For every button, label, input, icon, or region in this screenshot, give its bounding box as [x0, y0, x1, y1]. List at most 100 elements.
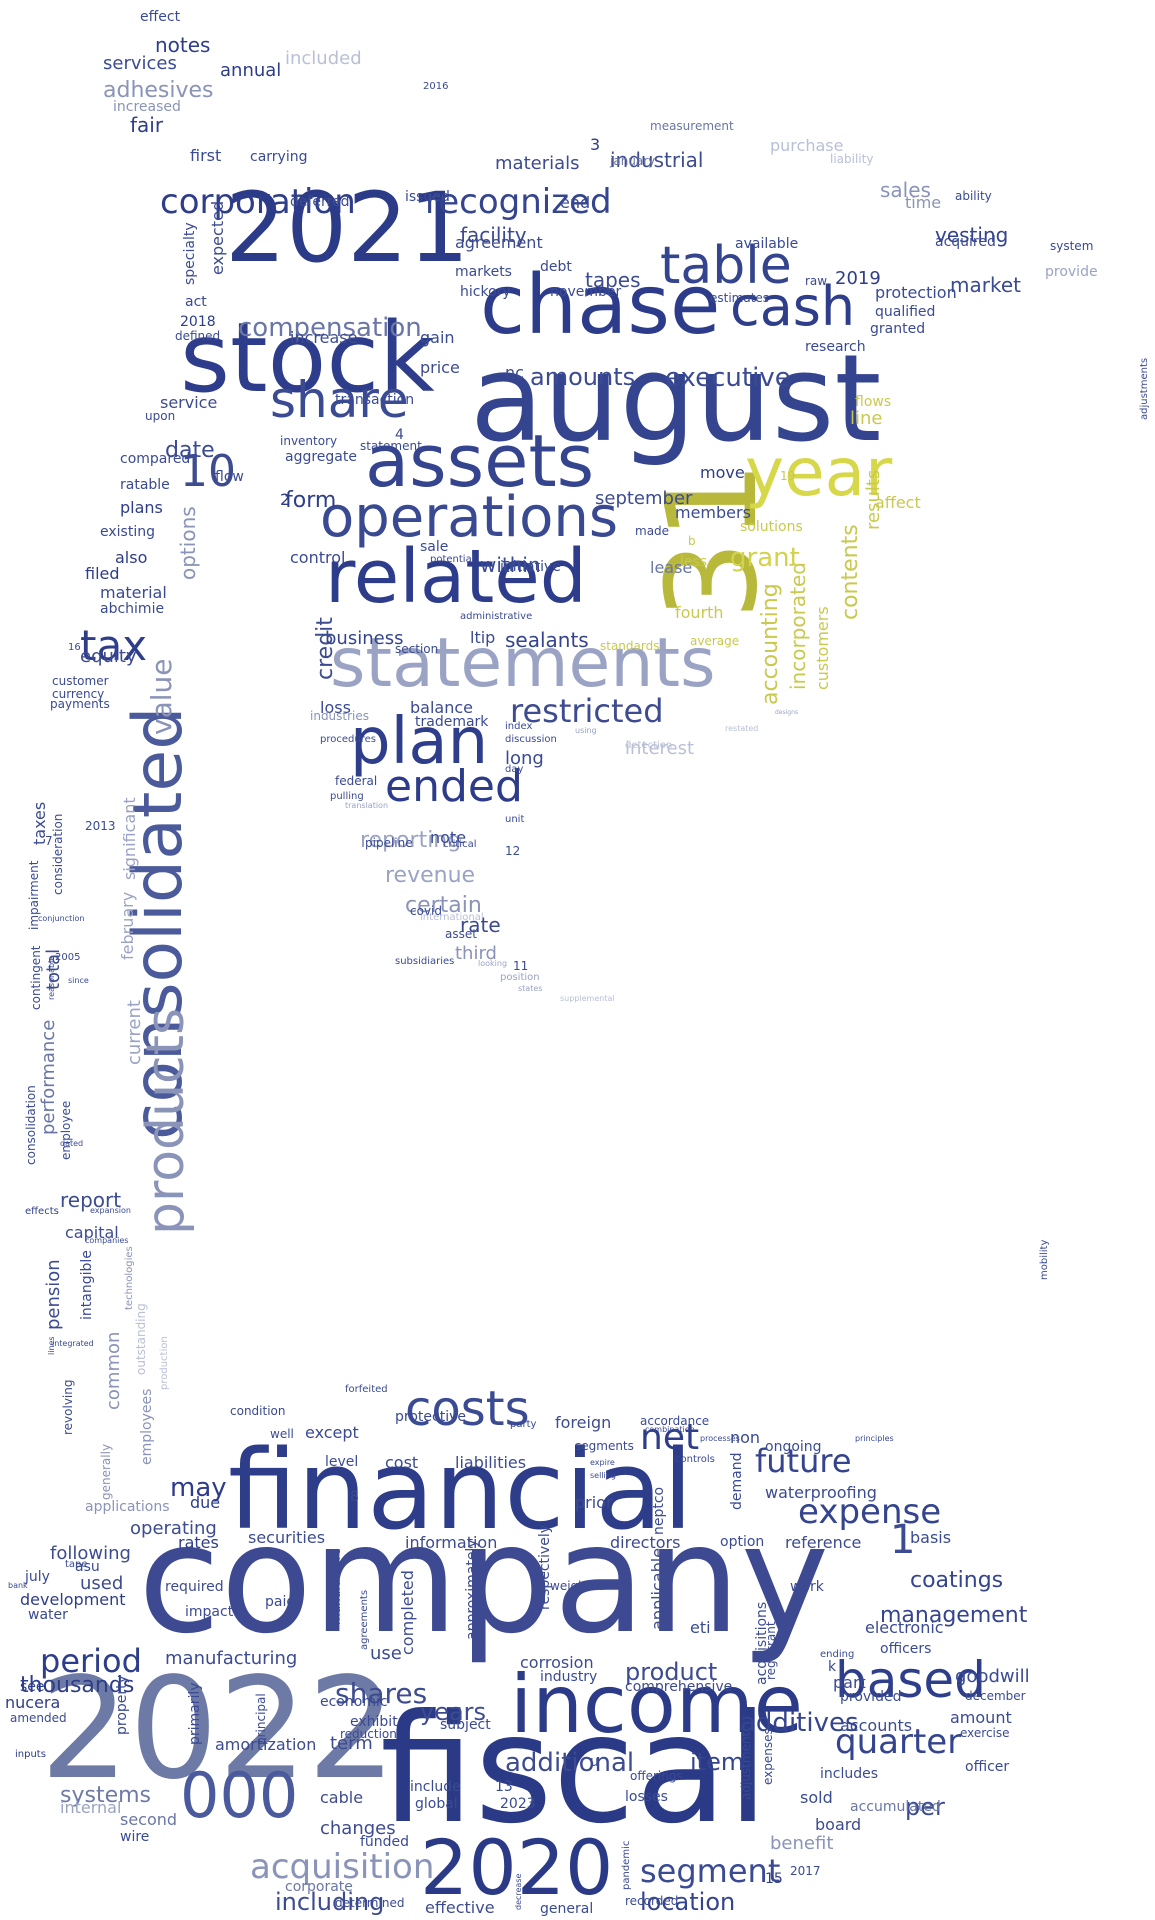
word-b: b	[688, 534, 696, 548]
word-form: form	[285, 488, 337, 513]
word-condition: condition	[230, 1404, 286, 1418]
word-7: 7	[45, 834, 53, 848]
word-asset: asset	[445, 927, 477, 941]
word-consideration: consideration	[51, 813, 65, 895]
word-corporation: corporation	[160, 182, 356, 222]
word-looking: looking	[478, 959, 508, 968]
word-flows: flows	[855, 394, 892, 410]
word-cost: cost	[385, 1453, 419, 1472]
word-transaction: transaction	[335, 392, 415, 408]
word-shares: shares	[335, 1677, 428, 1710]
word-u: u	[590, 1754, 599, 1770]
word-adjustment: adjustment	[739, 1731, 753, 1800]
word-internal: internal	[60, 1798, 122, 1817]
word-second: second	[120, 1810, 178, 1829]
word-option: option	[720, 1534, 765, 1550]
word-certain: certain	[405, 893, 482, 918]
word-compared: compared	[120, 451, 191, 467]
word-fourth: fourth	[675, 603, 724, 622]
word-reporting: reporting	[360, 828, 462, 853]
word-credit: credit	[313, 617, 338, 680]
word-recognized: recognized	[425, 182, 612, 222]
word-inventory: inventory	[280, 434, 338, 448]
word-electronic: electronic	[865, 1618, 944, 1637]
word-party: party	[510, 1419, 537, 1430]
word-within: within	[480, 553, 541, 577]
word-quarter: quarter	[835, 1722, 962, 1762]
word-use: use	[370, 1643, 402, 1664]
word-cable: cable	[320, 1788, 364, 1807]
word-tax: tax	[80, 621, 148, 670]
word-manufacturing: manufacturing	[165, 1648, 298, 1669]
word-includes: includes	[820, 1766, 879, 1782]
word-losses: losses	[625, 1789, 668, 1805]
word-currency: currency	[52, 687, 105, 701]
word-operating: operating	[130, 1518, 217, 1539]
word-february: february	[118, 891, 137, 960]
word-customers: customers	[813, 606, 832, 690]
word-expense: expense	[798, 1492, 942, 1532]
word-discussion: discussion	[505, 734, 557, 745]
word-revenue: revenue	[385, 863, 476, 888]
word-subject: subject	[440, 1717, 491, 1733]
word-section: section	[395, 642, 439, 656]
word-industrial: industrial	[610, 148, 704, 172]
word-decrease: decrease	[514, 1873, 523, 1910]
word-segments: segments	[575, 1439, 634, 1453]
word-offerings: offerings	[630, 1769, 683, 1783]
word-contingent: contingent	[29, 945, 43, 1011]
word-protective: protective	[395, 1409, 466, 1425]
word-demand: demand	[729, 1452, 745, 1510]
word-third: third	[455, 943, 497, 964]
word-2018: 2018	[180, 314, 216, 330]
word-water: water	[28, 1607, 68, 1623]
word-covid: covid	[410, 904, 442, 918]
word-exhibit: exhibit	[350, 1714, 398, 1730]
word-cash: cash	[730, 275, 856, 338]
word-july: july	[25, 1569, 50, 1585]
word-goodwill: goodwill	[955, 1666, 1030, 1687]
word-end: end	[560, 193, 591, 212]
word-increase: increase	[290, 328, 358, 347]
word-neptco: neptco	[651, 1486, 667, 1535]
word-following: following	[50, 1543, 131, 1564]
word-changes: changes	[320, 1818, 396, 1839]
word-ability: ability	[955, 189, 992, 203]
word-share: share	[270, 371, 409, 429]
word-also: also	[115, 548, 148, 567]
word-future: future	[755, 1442, 852, 1480]
word-restricted: restricted	[510, 692, 664, 730]
word-equity: equity	[80, 646, 137, 667]
word-000: 000	[180, 1759, 299, 1832]
word-economic: economic	[320, 1694, 388, 1710]
word-10: 10	[180, 446, 236, 497]
word-effects: effects	[25, 1206, 59, 1217]
word-11: 11	[513, 959, 529, 973]
word-potential: potential	[430, 554, 475, 565]
word-position: position	[500, 972, 540, 983]
word-available: available	[735, 236, 799, 252]
word-issued: issued	[405, 189, 450, 205]
word-pipeline: pipeline	[365, 836, 413, 850]
word-affect: affect	[875, 493, 921, 512]
word-technologies: technologies	[124, 1246, 135, 1310]
word-hickory: hickory	[460, 284, 511, 300]
word-system: system	[1050, 239, 1094, 253]
word-years: years	[420, 1698, 487, 1726]
word-average: average	[690, 634, 740, 648]
word-flow: flow	[215, 469, 244, 485]
word-made: made	[635, 524, 670, 538]
word-2: 2	[280, 490, 291, 509]
word-payments: payments	[50, 697, 110, 711]
word-conjunction: conjunction	[38, 914, 85, 923]
word-accounting: accounting	[758, 583, 783, 705]
word-agreements: agreements	[359, 1589, 370, 1650]
word-long: long	[505, 748, 544, 769]
word-mobility: mobility	[1039, 1239, 1050, 1280]
word-ratable: ratable	[120, 477, 170, 493]
word-accounts: accounts	[840, 1716, 913, 1735]
word-including: including	[275, 1888, 385, 1916]
word-pension: pension	[43, 1259, 64, 1330]
word-include: include	[410, 1779, 461, 1795]
